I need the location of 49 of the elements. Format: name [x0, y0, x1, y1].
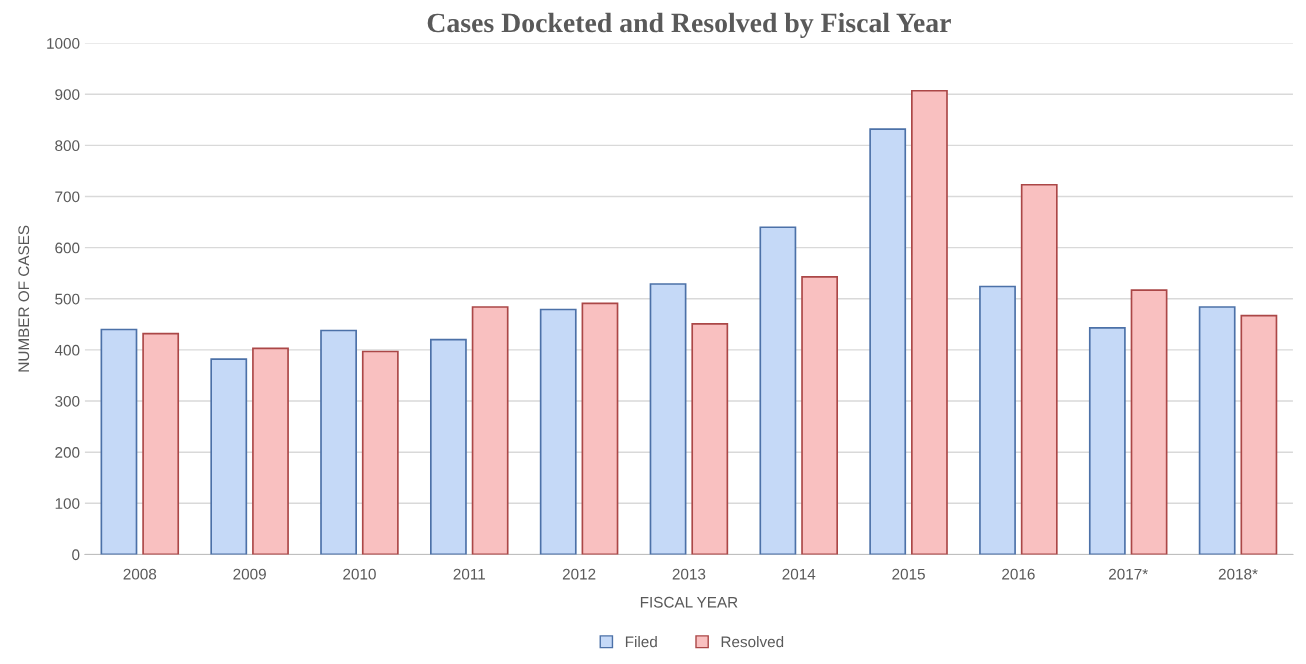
- bar: [759, 226, 797, 555]
- x-tick-label: 2009: [233, 568, 266, 580]
- x-tick-label: 2018*: [1218, 568, 1258, 580]
- y-tick-label: 400: [54, 344, 80, 356]
- bar: [429, 338, 467, 555]
- bar: [1198, 306, 1236, 555]
- x-tick-label: 2017*: [1109, 568, 1148, 580]
- bar: [911, 89, 948, 555]
- x-tick-label: 2012: [562, 568, 596, 580]
- y-tick-label: 300: [55, 395, 80, 407]
- legend-label: Filed: [625, 636, 657, 648]
- x-tick-label: 2016: [1002, 568, 1035, 580]
- y-tick-label: 0: [72, 549, 80, 561]
- bar: [142, 332, 180, 555]
- bar: [979, 285, 1016, 555]
- x-tick-label: 2011: [453, 568, 485, 580]
- bar: [1020, 183, 1058, 555]
- bar: [1088, 327, 1126, 555]
- bar: [869, 128, 907, 555]
- y-tick-label: 200: [55, 447, 80, 458]
- y-tick-label: 500: [55, 293, 80, 305]
- y-tick-label: 900: [55, 89, 80, 100]
- bar: [539, 308, 577, 555]
- y-tick-label: 600: [55, 242, 80, 254]
- x-tick-label: 2008: [123, 568, 157, 580]
- bar: [1240, 314, 1278, 555]
- chart-title: Cases Docketed and Resolved by Fiscal Year: [427, 12, 951, 39]
- bar: [100, 328, 138, 555]
- bar: [210, 358, 248, 555]
- y-tick-label: 100: [55, 498, 80, 509]
- bar: [691, 323, 729, 555]
- y-axis-title: NUMBER OF CASES: [18, 225, 30, 372]
- x-tick-label: 2010: [343, 568, 376, 580]
- bar: [801, 275, 839, 555]
- x-tick-label: 2014: [782, 568, 816, 580]
- y-tick-label: 1000: [47, 38, 80, 49]
- bar: [252, 347, 289, 555]
- x-tick-label: 2013: [672, 568, 706, 580]
- x-axis-title: FISCAL YEAR: [640, 596, 738, 608]
- y-tick-label: 700: [55, 191, 80, 203]
- bar: [1130, 289, 1168, 555]
- bar: [471, 306, 509, 555]
- bar: [649, 283, 687, 555]
- bar: [320, 329, 357, 555]
- legend-label: Resolved: [721, 636, 784, 648]
- bar: [581, 302, 619, 555]
- bar: [361, 350, 399, 555]
- y-tick-label: 800: [55, 140, 80, 152]
- x-tick-label: 2015: [892, 568, 925, 580]
